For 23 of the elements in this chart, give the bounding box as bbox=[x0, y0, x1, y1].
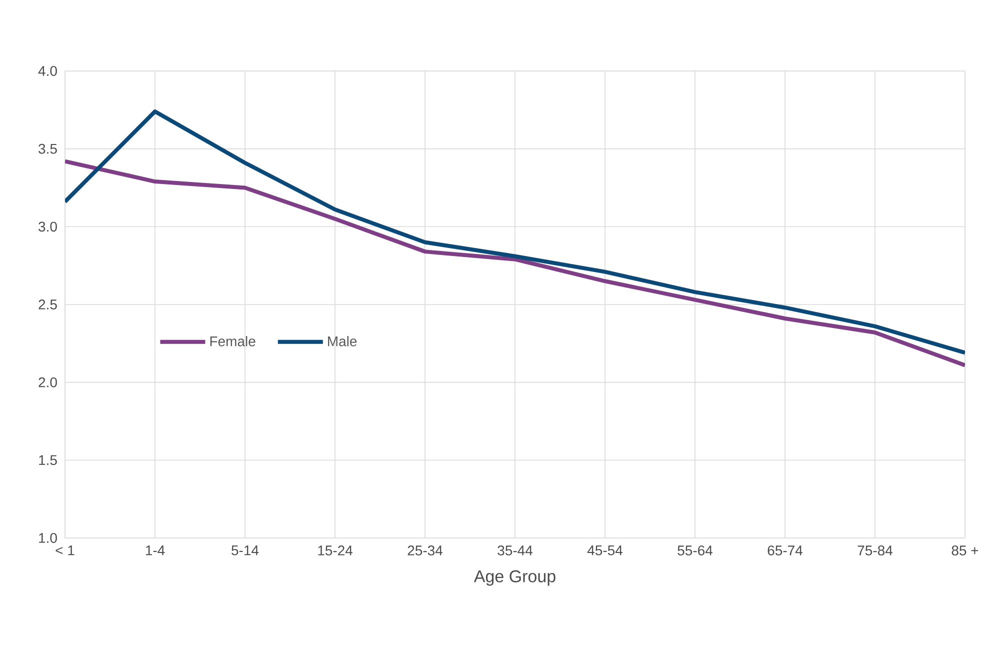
x-tick-label: 5-14 bbox=[232, 546, 259, 556]
legend-label: Female bbox=[210, 336, 256, 346]
y-tick-label: 3.5 bbox=[38, 144, 57, 154]
x-tick-label: 45-54 bbox=[587, 546, 622, 556]
x-tick-label: < 1 bbox=[56, 546, 74, 556]
x-tick-label: 35-44 bbox=[498, 546, 532, 556]
x-tick-label: 75-84 bbox=[858, 546, 892, 556]
legend-label: Male bbox=[328, 336, 357, 346]
y-tick-label: 3.0 bbox=[38, 222, 57, 232]
y-tick-label: 4.0 bbox=[38, 66, 57, 76]
x-tick-label: 1-4 bbox=[146, 546, 165, 556]
x-tick-label: 65-74 bbox=[768, 546, 802, 556]
y-tick-label: 2.0 bbox=[38, 377, 57, 388]
y-tick-label: 1.5 bbox=[39, 455, 57, 466]
line-series bbox=[65, 109, 965, 355]
x-tick-label: 25-34 bbox=[408, 546, 442, 556]
y-tick-label: 2.5 bbox=[38, 300, 57, 310]
x-tick-label: 15-24 bbox=[318, 546, 352, 556]
x-tick-label: 55-64 bbox=[678, 546, 712, 556]
x-axis-title: Age Group bbox=[474, 570, 556, 586]
line-series bbox=[65, 159, 965, 368]
y-tick-label: 1.0 bbox=[39, 533, 57, 543]
x-tick-label: 85 + bbox=[952, 546, 978, 556]
